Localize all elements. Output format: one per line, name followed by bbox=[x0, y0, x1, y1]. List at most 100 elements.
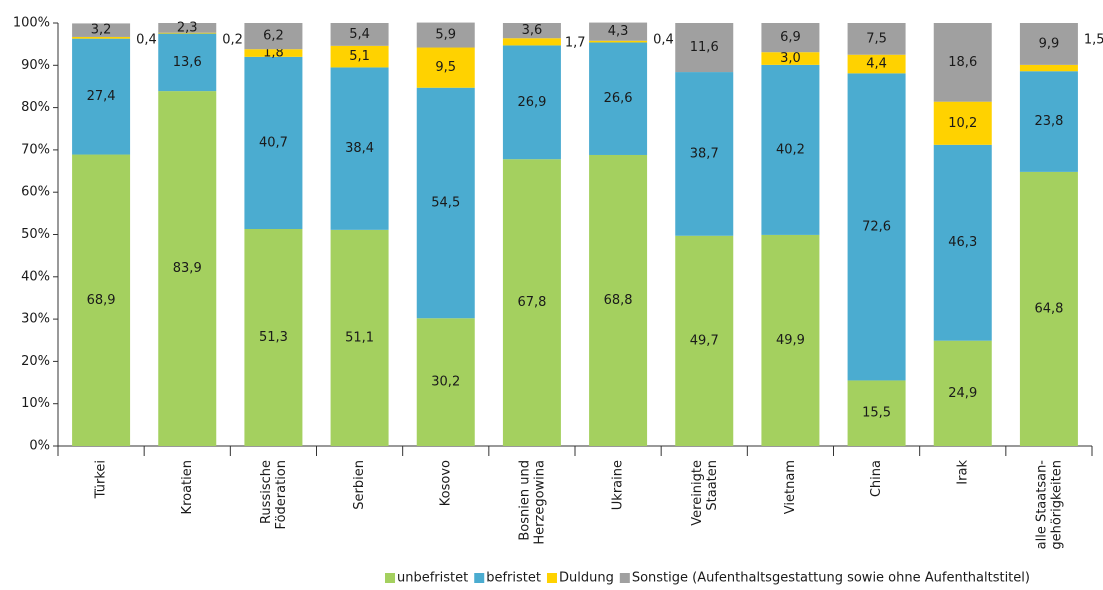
value-label: 3,0 bbox=[780, 51, 801, 66]
value-label: 68,8 bbox=[604, 293, 633, 308]
bar-segment bbox=[589, 22, 648, 41]
x-tick-label: Bosnien undHerzegowina bbox=[517, 460, 547, 545]
bar-segment bbox=[244, 23, 303, 50]
value-label: 1,8 bbox=[263, 46, 284, 61]
value-label: 51,1 bbox=[345, 330, 374, 345]
value-label: 11,6 bbox=[690, 40, 719, 55]
legend-label: unbefristet bbox=[397, 571, 468, 586]
bar-segment bbox=[330, 45, 389, 68]
value-label: 5,4 bbox=[349, 27, 370, 42]
x-tick-label: Türkei bbox=[94, 460, 109, 499]
bar-segment bbox=[847, 73, 906, 381]
value-label: 83,9 bbox=[173, 261, 202, 276]
bar-segment bbox=[502, 23, 561, 39]
y-tick-label: 90% bbox=[21, 58, 50, 73]
y-tick-label: 60% bbox=[21, 185, 50, 200]
bar-segment bbox=[244, 56, 303, 230]
bar-segment bbox=[761, 52, 820, 65]
bar-segment bbox=[244, 229, 303, 446]
y-tick-label: 100% bbox=[13, 16, 50, 31]
legend-swatch bbox=[546, 573, 557, 583]
x-tick-label: Serbien bbox=[352, 460, 367, 510]
value-label: 7,5 bbox=[866, 31, 887, 46]
bar-segment bbox=[416, 47, 475, 88]
y-tick-label: 40% bbox=[21, 269, 50, 284]
bar-segment bbox=[589, 154, 648, 446]
bar-segment bbox=[416, 22, 475, 48]
bar-segment bbox=[158, 23, 217, 33]
bar-segment bbox=[589, 42, 648, 155]
bar-segment bbox=[761, 23, 820, 53]
x-tick-label: Ukraine bbox=[611, 460, 626, 510]
legend-label: Sonstige (Aufenthaltsgestattung sowie oh… bbox=[632, 571, 1030, 586]
bar-segment bbox=[761, 64, 820, 235]
value-label: 2,3 bbox=[177, 20, 198, 35]
value-label: 26,6 bbox=[604, 91, 633, 106]
x-tick-label: alle Staatsan-gehörigkeiten bbox=[1034, 460, 1064, 550]
bar-segment bbox=[72, 23, 131, 37]
y-tick-label: 10% bbox=[21, 396, 50, 411]
bar-segment bbox=[933, 101, 992, 145]
bar-segment bbox=[72, 36, 131, 39]
legend-swatch bbox=[619, 573, 630, 583]
bar-segment bbox=[330, 229, 389, 446]
value-label: 40,2 bbox=[776, 142, 805, 157]
value-label: 30,2 bbox=[431, 375, 460, 390]
value-label: 5,1 bbox=[349, 49, 370, 64]
legend-label: befristet bbox=[486, 571, 541, 586]
value-label: 49,9 bbox=[776, 333, 805, 348]
value-label: 5,9 bbox=[435, 28, 456, 43]
value-label: 0,4 bbox=[653, 33, 674, 48]
value-label: 18,6 bbox=[948, 55, 977, 70]
legend-label: Duldung bbox=[559, 571, 614, 586]
x-tick-label: RussischeFöderation bbox=[258, 460, 288, 529]
bar-segment bbox=[502, 38, 561, 46]
value-label: 10,2 bbox=[948, 116, 977, 131]
value-label: 24,9 bbox=[948, 386, 977, 401]
value-label: 26,9 bbox=[517, 95, 546, 110]
bar-segment bbox=[158, 32, 217, 34]
value-label: 3,6 bbox=[522, 23, 543, 38]
value-label: 51,3 bbox=[259, 330, 288, 345]
bar-segment bbox=[761, 234, 820, 446]
value-label: 4,3 bbox=[608, 24, 629, 39]
value-label: 46,3 bbox=[948, 235, 977, 250]
bar-segment bbox=[1019, 71, 1078, 172]
value-label: 0,4 bbox=[136, 33, 157, 48]
value-label: 38,7 bbox=[690, 146, 719, 161]
value-label: 67,8 bbox=[517, 295, 546, 310]
bar-segment bbox=[416, 87, 475, 319]
bar-segment bbox=[933, 23, 992, 102]
bar-segment bbox=[330, 23, 389, 46]
bar-segment bbox=[933, 340, 992, 446]
y-tick-label: 30% bbox=[21, 312, 50, 327]
value-label: 40,7 bbox=[259, 135, 288, 150]
legend-swatch bbox=[474, 573, 485, 583]
bar-segment bbox=[158, 33, 217, 92]
value-label: 15,5 bbox=[862, 406, 891, 421]
bar-segment bbox=[244, 49, 303, 57]
bar-segment bbox=[330, 67, 389, 230]
value-label: 3,2 bbox=[91, 23, 112, 38]
x-tick-label: Vietnam bbox=[783, 460, 798, 514]
bar-segment bbox=[1019, 64, 1078, 72]
value-label: 9,9 bbox=[1039, 36, 1060, 51]
bar-segment bbox=[675, 72, 734, 236]
value-label: 13,6 bbox=[173, 55, 202, 70]
value-label: 23,8 bbox=[1034, 114, 1063, 129]
bar-segment bbox=[1019, 171, 1078, 446]
x-tick-label: Kroatien bbox=[180, 460, 195, 514]
bar-segment bbox=[1019, 23, 1078, 65]
x-tick-label: VereinigteStaaten bbox=[689, 460, 719, 526]
bar-segment bbox=[158, 91, 217, 446]
y-tick-label: 50% bbox=[21, 227, 50, 242]
value-label: 4,4 bbox=[866, 57, 887, 72]
y-tick-label: 80% bbox=[21, 100, 50, 115]
bar-segment bbox=[933, 144, 992, 341]
value-label: 54,5 bbox=[431, 195, 460, 210]
bar-segment bbox=[847, 54, 906, 74]
value-label: 0,2 bbox=[222, 33, 243, 48]
y-tick-label: 0% bbox=[29, 439, 50, 454]
value-label: 49,7 bbox=[690, 333, 719, 348]
